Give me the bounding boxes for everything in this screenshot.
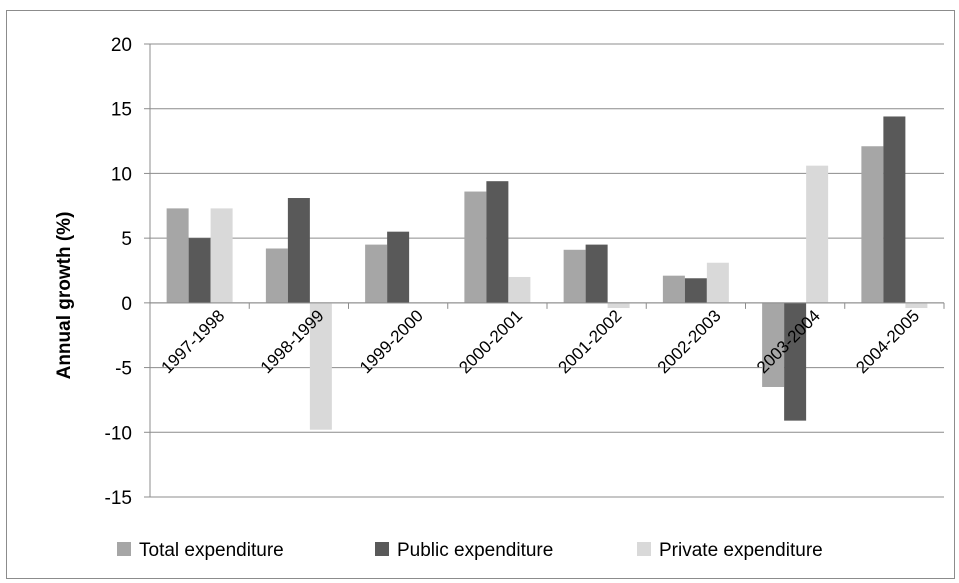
bar-private bbox=[806, 165, 829, 303]
y-tick-label: 15 bbox=[111, 100, 132, 121]
legend-label: Public expenditure bbox=[397, 540, 553, 561]
bar-public bbox=[784, 302, 807, 421]
y-tick-label: 0 bbox=[121, 294, 132, 315]
bar-private bbox=[706, 262, 729, 303]
legend: Total expenditure Public expenditure Priva… bbox=[117, 540, 823, 561]
y-tick-label: 20 bbox=[111, 35, 132, 56]
x-tick-label: 2000-2001 bbox=[455, 306, 526, 377]
bar-private bbox=[309, 302, 332, 430]
legend-swatch bbox=[117, 542, 131, 556]
x-tick-label: 1999-2000 bbox=[356, 306, 427, 377]
bar-private bbox=[905, 302, 928, 309]
axes bbox=[144, 43, 945, 498]
x-tick-label: 1997-1998 bbox=[158, 306, 229, 377]
bar-private bbox=[210, 208, 233, 303]
bar-total bbox=[166, 208, 189, 303]
bar-total bbox=[464, 191, 487, 303]
legend-label: Private expenditure bbox=[659, 540, 823, 561]
y-tick-label: -15 bbox=[105, 488, 132, 509]
legend-label: Total expenditure bbox=[139, 540, 284, 561]
bar-total bbox=[662, 275, 685, 303]
y-tick-label: -10 bbox=[105, 423, 132, 444]
bars bbox=[166, 116, 928, 430]
bar-public bbox=[387, 231, 410, 303]
bar-public bbox=[585, 244, 608, 303]
y-tick-label: 10 bbox=[111, 164, 132, 185]
x-tick-label: 2001-2002 bbox=[555, 306, 626, 377]
bar-public bbox=[883, 116, 906, 303]
bar-total bbox=[365, 244, 388, 303]
bar-total bbox=[861, 146, 884, 303]
bar-private bbox=[508, 276, 531, 303]
bar-private bbox=[607, 302, 630, 309]
bar-public bbox=[287, 198, 310, 303]
bar-total bbox=[563, 249, 586, 303]
x-tick-label: 2002-2003 bbox=[654, 306, 725, 377]
bar-total bbox=[762, 302, 785, 387]
y-tick-labels: 20 15 10 5 0 -5 -10 -15 bbox=[105, 35, 132, 509]
bar-public bbox=[486, 181, 509, 303]
x-tick-labels: 1997-1998 1998-1999 1999-2000 2000-2001 2001… bbox=[158, 306, 924, 377]
y-tick-label: -5 bbox=[115, 359, 132, 380]
y-tick-label: 5 bbox=[121, 229, 132, 250]
y-axis-title: Annual growth (%) bbox=[54, 212, 75, 380]
x-tick-label: 2004-2005 bbox=[852, 306, 923, 377]
legend-swatch bbox=[637, 542, 651, 556]
legend-swatch bbox=[375, 542, 389, 556]
bar-public bbox=[684, 278, 707, 303]
bar-public bbox=[188, 238, 211, 303]
bar-total bbox=[265, 248, 288, 303]
